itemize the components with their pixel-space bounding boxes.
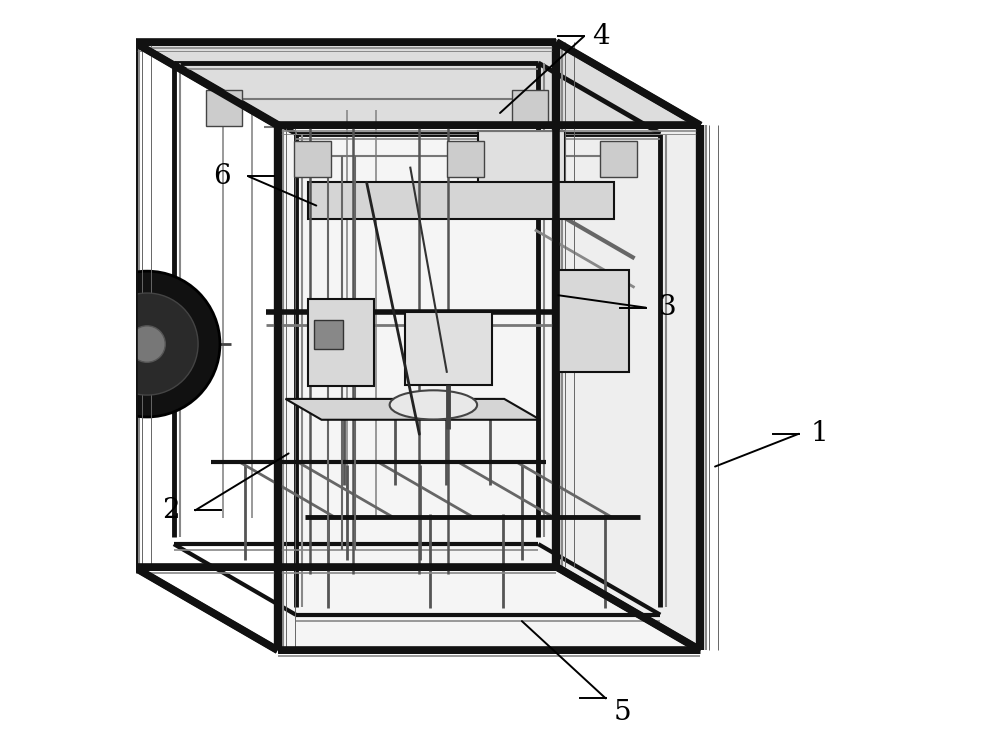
Polygon shape	[405, 312, 492, 385]
Polygon shape	[278, 125, 700, 650]
Polygon shape	[600, 141, 637, 177]
Polygon shape	[447, 141, 484, 177]
Polygon shape	[478, 130, 565, 218]
Circle shape	[129, 326, 165, 362]
Circle shape	[74, 271, 220, 417]
Text: 5: 5	[614, 699, 631, 727]
Ellipse shape	[390, 390, 477, 419]
Polygon shape	[556, 270, 629, 372]
Polygon shape	[286, 399, 540, 420]
Polygon shape	[294, 141, 331, 177]
Text: 1: 1	[810, 420, 828, 448]
Text: 6: 6	[213, 163, 230, 190]
Text: 4: 4	[592, 23, 609, 50]
Polygon shape	[134, 42, 700, 125]
Polygon shape	[556, 42, 700, 650]
Polygon shape	[512, 90, 548, 126]
Circle shape	[96, 293, 198, 395]
Polygon shape	[308, 182, 614, 219]
Text: 2: 2	[162, 496, 179, 524]
Text: 3: 3	[659, 294, 676, 321]
Polygon shape	[206, 90, 242, 126]
Polygon shape	[308, 299, 374, 386]
Polygon shape	[314, 320, 343, 349]
